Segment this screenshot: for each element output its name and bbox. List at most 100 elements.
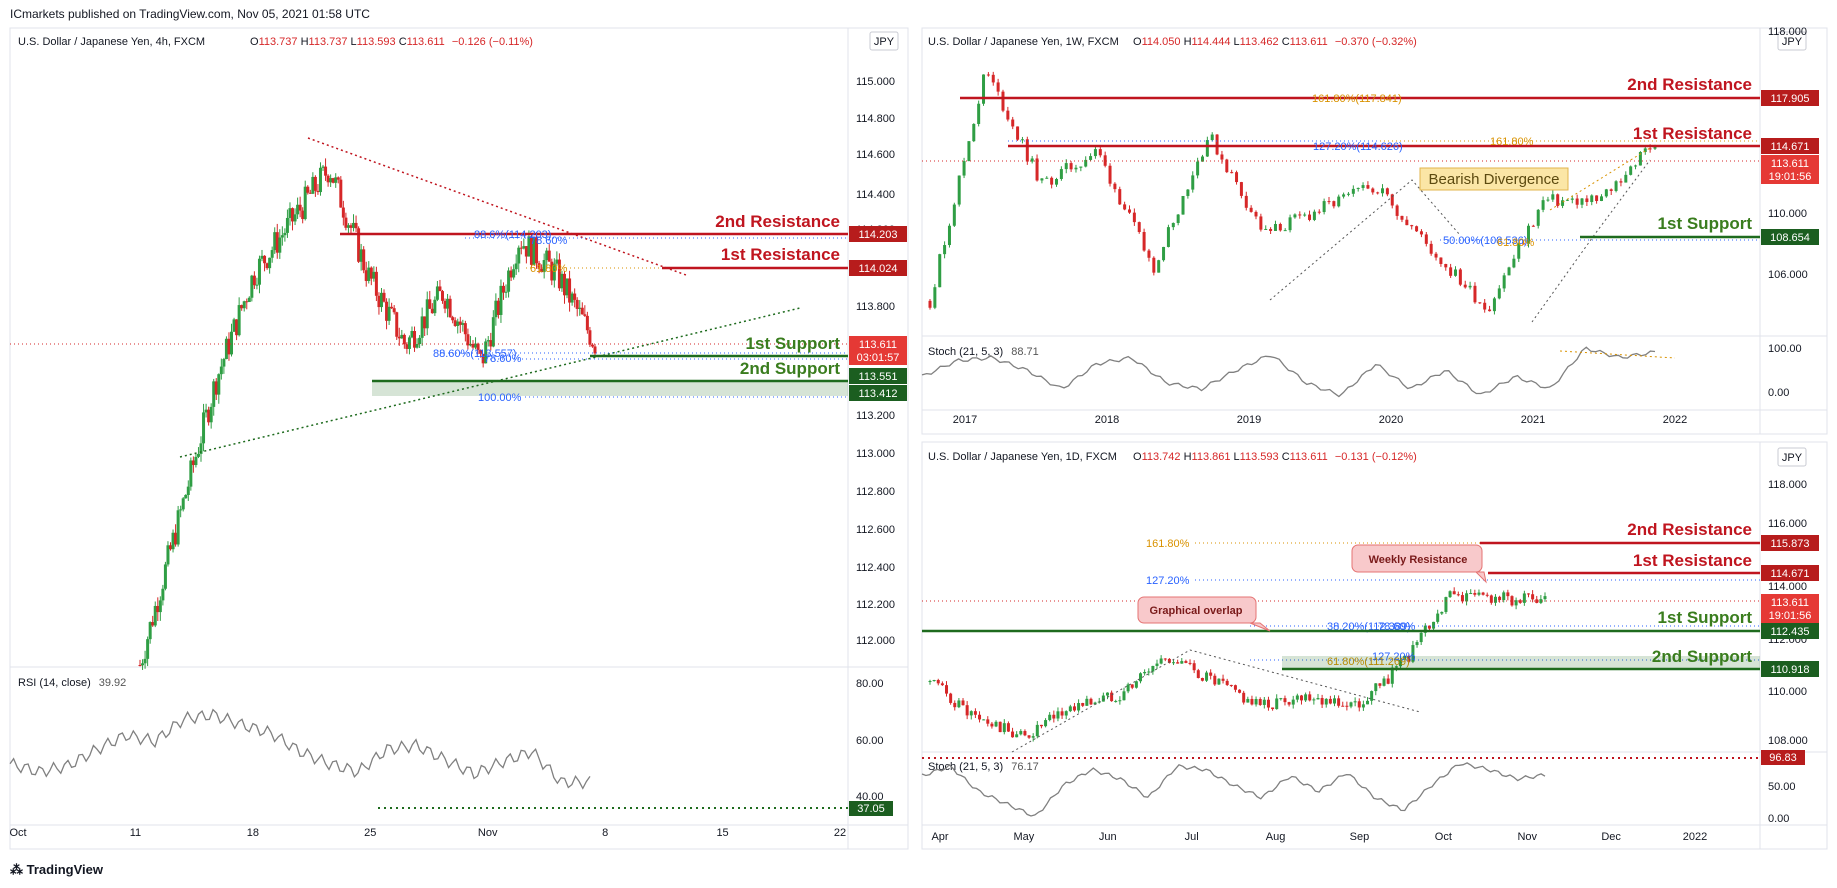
candle-body <box>362 249 366 271</box>
tradingview-logo[interactable]: ⁂ TradingView <box>10 862 103 877</box>
candle-body <box>1050 177 1054 185</box>
candle-body <box>1356 187 1360 189</box>
x-tick-label: 25 <box>364 827 376 839</box>
p1-rsi-level-text: 37.05 <box>857 803 885 815</box>
candle-body <box>1192 663 1196 671</box>
p1-tag-countdown-text: 03:01:57 <box>857 352 900 364</box>
p1-fib-label-786b: 78.60% <box>484 353 522 365</box>
candle-body <box>1489 595 1493 603</box>
candle-body <box>1295 695 1299 700</box>
p3-x-axis: Apr May Jun Jul Aug Sep Oct Nov Dec 2022 <box>931 831 1707 843</box>
candle-body <box>1619 181 1623 183</box>
x-tick-label: 2022 <box>1663 414 1687 426</box>
p1-quote: O113.737 H113.737 L113.593 C113.611 −0.1… <box>250 36 533 48</box>
candle-body <box>1016 126 1020 140</box>
candle-body <box>214 381 218 395</box>
candle-body <box>1118 700 1122 702</box>
candle-body <box>1478 302 1482 304</box>
candle-body <box>374 271 378 296</box>
candle-body <box>413 331 417 348</box>
candle-body <box>308 192 312 194</box>
candle-body <box>1351 188 1355 194</box>
candle-body <box>1390 667 1394 684</box>
p1-2nd-support-label: 2nd Support <box>740 359 840 378</box>
candle-body <box>1308 214 1312 220</box>
candle-body <box>1220 154 1224 160</box>
candle-body <box>161 588 165 601</box>
candle-body <box>1473 285 1477 303</box>
candle-body <box>379 292 383 308</box>
candle-body <box>996 82 1000 92</box>
candle-body <box>990 723 994 727</box>
p2-divergence-line <box>1269 179 1461 301</box>
p3-tag-2nd-resistance <box>1761 535 1819 551</box>
candle-body <box>430 308 434 314</box>
p2-bearish-divergence-box <box>1419 167 1569 191</box>
candle-body <box>1060 711 1064 716</box>
p3-1st-resistance-label: 1st Resistance <box>1633 551 1752 570</box>
p2-channel-line <box>1531 159 1651 323</box>
p2-currency-badge[interactable] <box>1777 31 1807 51</box>
candle-body <box>1031 736 1035 738</box>
candle-body <box>1541 200 1545 210</box>
candle-body <box>296 204 300 215</box>
candle-body <box>1200 156 1204 162</box>
candle-body <box>1357 701 1361 708</box>
candle-body <box>344 217 348 228</box>
candle-body <box>151 622 155 626</box>
p2-x-axis: 2017 2018 2019 2020 2021 2022 <box>953 414 1687 426</box>
candle-body <box>1366 185 1370 189</box>
candle-body <box>994 721 998 727</box>
candle-body <box>1556 194 1560 206</box>
candle-body <box>1502 275 1506 289</box>
p3-currency-badge[interactable] <box>1777 447 1807 467</box>
y-tick-label: 114.600 <box>856 149 895 161</box>
p1-tag-1st-resistance <box>849 260 907 276</box>
candle-body <box>1213 675 1217 685</box>
candle-body <box>468 343 472 346</box>
candle-body <box>359 249 363 262</box>
y-tick-label: 110.000 <box>1768 208 1807 220</box>
candle-body <box>390 306 394 309</box>
candle-body <box>1378 683 1382 686</box>
candle-body <box>962 161 966 176</box>
x-tick-label: Nov <box>478 827 498 839</box>
candle-body <box>1543 596 1547 600</box>
candle-body <box>1634 165 1638 167</box>
candle-body <box>1361 185 1365 188</box>
x-tick-label: 2019 <box>1237 414 1261 426</box>
candle-body <box>1410 225 1414 227</box>
candle-body <box>547 250 551 262</box>
p3-tag-1st-resistance <box>1761 565 1819 581</box>
candle-body <box>1283 698 1287 703</box>
candle-body <box>542 260 546 273</box>
candle-body <box>933 287 937 308</box>
candle-body <box>1312 699 1316 701</box>
candle-body <box>532 237 536 265</box>
x-tick-label: 18 <box>247 827 259 839</box>
candle-body <box>1142 232 1146 251</box>
candle-body <box>1316 698 1320 700</box>
candle-body <box>369 267 373 279</box>
candle-body <box>1535 599 1539 603</box>
p3-tag-1st-resistance-text: 114.671 <box>1771 568 1810 580</box>
candle-body <box>593 346 597 354</box>
candle-body <box>1492 298 1496 312</box>
p1-currency-badge[interactable] <box>869 31 899 51</box>
candle-body <box>1386 678 1390 684</box>
candle-body <box>446 298 450 309</box>
p1-fib-label-886b: 88.60%(113.557) <box>433 348 517 360</box>
candle-body <box>568 278 572 303</box>
candle-body <box>565 278 569 296</box>
p3-graphical-overlap-label: Graphical overlap <box>1150 605 1243 617</box>
candle-body <box>936 680 940 684</box>
candle-body <box>499 285 503 315</box>
candle-body <box>227 338 231 355</box>
candle-body <box>143 658 147 664</box>
candle-body <box>1317 211 1321 213</box>
candle-body <box>440 291 444 301</box>
candle-body <box>385 301 389 321</box>
x-tick-label: 2021 <box>1521 414 1545 426</box>
candle-body <box>1536 209 1540 226</box>
candle-body <box>1514 600 1518 606</box>
